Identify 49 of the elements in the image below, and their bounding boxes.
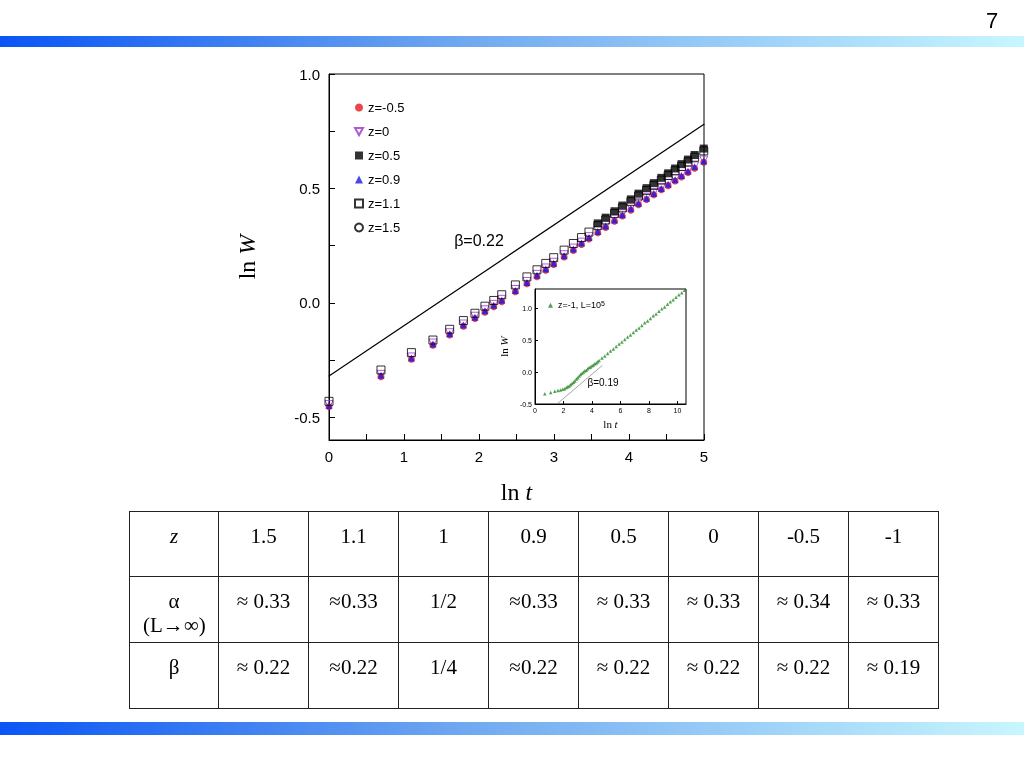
y-axis-title: ln W <box>234 232 260 280</box>
text: ≈ 0.33 <box>866 589 921 613</box>
x-tick-label: 0.5 <box>610 524 637 548</box>
y-tick-label: 0.0 <box>299 294 320 312</box>
text: ≈ 0.19 <box>866 655 921 679</box>
text: ≈0.22 <box>329 655 378 679</box>
text: ≈ 0.33 <box>596 589 651 613</box>
x-tick-label: 2 <box>474 448 484 465</box>
legend-label: z=0.9 <box>368 172 401 187</box>
x-tick-label: 4 <box>624 448 634 465</box>
text: ≈ 0.33 <box>236 589 291 613</box>
x-tick-label: 5 <box>699 448 709 465</box>
y-tick-label: β <box>168 655 180 679</box>
legend-label: z=1.1 <box>368 196 401 211</box>
legend-label: z=0.5 <box>368 148 401 163</box>
text: ≈0.33 <box>509 589 558 613</box>
x-tick-label: 1 <box>438 524 449 548</box>
y-tick-label: 0.5 <box>299 179 320 197</box>
text: ≈0.33 <box>329 589 378 613</box>
text: ≈ 0.34 <box>776 589 831 613</box>
x-tick-label: 0.9 <box>520 524 547 548</box>
text: ≈0.22 <box>509 655 558 679</box>
y-tick-label: 1.0 <box>299 65 320 83</box>
x-tick-label: 3 <box>549 448 559 465</box>
text: ≈ 0.22 <box>236 655 291 679</box>
x-tick-label: 1.5 <box>250 524 277 548</box>
x-axis-title: ln t <box>603 418 619 431</box>
x-tick-label: -1 <box>884 524 903 548</box>
annotation: β=0.22 <box>454 231 504 249</box>
x-tick-label: 1.1 <box>340 524 367 548</box>
text: ≈ 0.33 <box>686 589 741 613</box>
text: ≈ 0.22 <box>596 655 651 679</box>
x-tick-label: 1 <box>399 448 409 465</box>
x-axis-title: ln t <box>500 479 534 505</box>
y-tick-label: α (L→∞) <box>143 589 206 637</box>
legend-label: z=0 <box>368 124 390 139</box>
x-tick-label: 0 <box>324 448 334 465</box>
legend-label: z=1.5 <box>368 220 401 235</box>
text: 7 <box>985 7 999 33</box>
annotation: β=0.19 <box>587 376 619 388</box>
text: 1/4 <box>430 655 457 679</box>
y-axis-title: ln W <box>497 335 510 357</box>
text: 1/2 <box>430 589 457 613</box>
text: ≈ 0.22 <box>686 655 741 679</box>
x-axis-title: z <box>169 524 179 548</box>
x-tick-label: -0.5 <box>786 524 821 548</box>
x-tick-label: 0 <box>708 524 719 548</box>
legend-label: z=-0.5 <box>368 100 405 115</box>
text: ≈ 0.22 <box>776 655 831 679</box>
